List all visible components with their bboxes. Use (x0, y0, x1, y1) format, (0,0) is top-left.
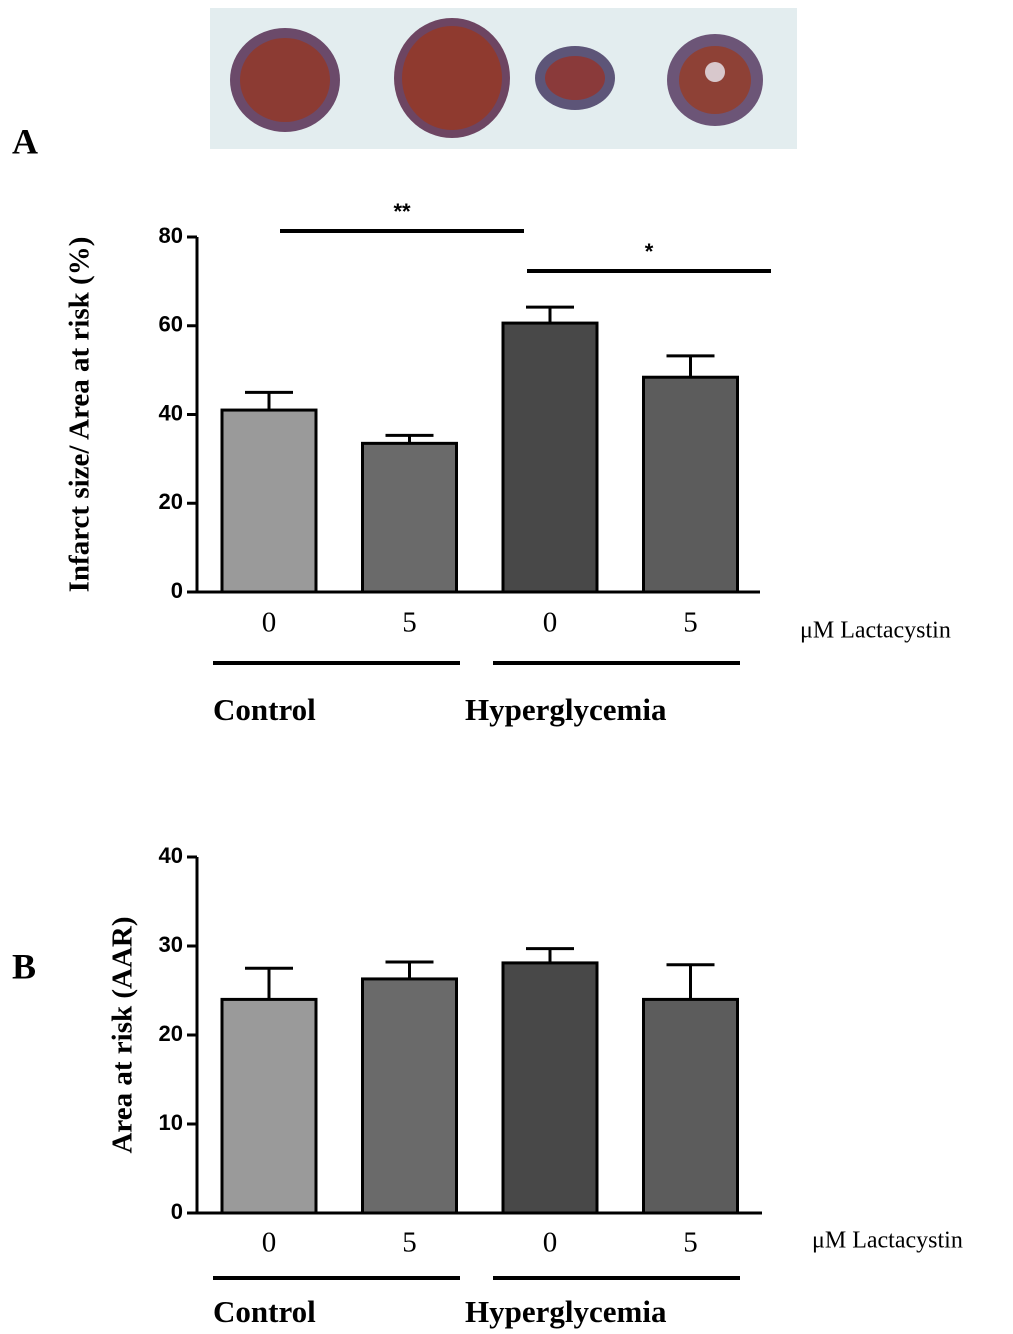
heart-photo (210, 8, 797, 149)
figure: A Infarct size/ Area at risk (%) 0 20 40 60 80… (0, 0, 1013, 1334)
x-annotation: μM Lactacystin (800, 618, 951, 644)
group-label: Hyperglycemia (465, 692, 667, 727)
panel-label: B (12, 946, 36, 986)
x-tick-label: 0 (543, 1227, 558, 1259)
bar (363, 443, 457, 592)
x-tick-label: 0 (262, 1227, 277, 1259)
y-tick-label: 20 (159, 1021, 183, 1046)
x-tick-label: 5 (402, 607, 417, 639)
y-tick-label: 10 (159, 1110, 183, 1135)
bar (644, 999, 738, 1213)
x-annotation: μM Lactacystin (812, 1228, 963, 1254)
y-tick-label: 80 (159, 223, 183, 248)
y-tick-label: 0 (171, 1199, 183, 1224)
significance-label: * (645, 239, 654, 264)
group-label: Control (213, 1294, 316, 1329)
x-tick-label: 5 (683, 607, 698, 639)
x-tick-label: 0 (543, 607, 558, 639)
bar (363, 979, 457, 1213)
y-tick-label: 60 (159, 312, 183, 337)
y-tick-label: 20 (159, 489, 183, 514)
significance-label: ** (393, 199, 411, 224)
y-tick-label: 40 (159, 400, 183, 425)
group-label: Control (213, 692, 316, 727)
bar (222, 999, 316, 1213)
panel-label: A (12, 121, 38, 161)
y-axis-label: Area at risk (AAR) (107, 916, 139, 1153)
bar (503, 323, 597, 592)
bar (503, 963, 597, 1213)
y-tick-label: 30 (159, 932, 183, 957)
y-tick-label: 0 (171, 578, 183, 603)
bar (644, 377, 738, 592)
x-tick-label: 5 (683, 1227, 698, 1259)
group-label: Hyperglycemia (465, 1294, 667, 1329)
bar (222, 410, 316, 592)
page: {"chart_data": [ {"type": "bar", "panel_… (0, 0, 1013, 1334)
y-axis-label: Infarct size/ Area at risk (%) (64, 237, 96, 593)
x-tick-label: 0 (262, 607, 277, 639)
y-tick-label: 40 (159, 843, 183, 868)
x-tick-label: 5 (402, 1227, 417, 1259)
